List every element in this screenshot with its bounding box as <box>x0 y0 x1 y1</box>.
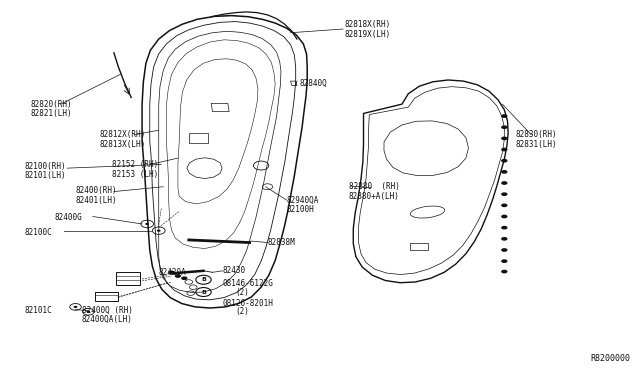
Text: 82101(LH): 82101(LH) <box>24 171 66 180</box>
Text: (2): (2) <box>236 288 250 296</box>
Circle shape <box>74 306 77 308</box>
Circle shape <box>501 226 508 230</box>
Text: 82100C: 82100C <box>24 228 52 237</box>
Text: 08146-6122G: 08146-6122G <box>223 279 273 288</box>
Circle shape <box>501 170 508 174</box>
Circle shape <box>501 159 508 163</box>
Circle shape <box>501 203 508 207</box>
Text: 82812X(RH): 82812X(RH) <box>99 130 145 139</box>
Text: 82400QA(LH): 82400QA(LH) <box>82 315 132 324</box>
Circle shape <box>501 181 508 185</box>
Circle shape <box>168 270 175 274</box>
Text: 82153 (LH): 82153 (LH) <box>112 170 158 179</box>
Text: B: B <box>201 289 206 295</box>
Circle shape <box>181 276 188 280</box>
Text: 82400(RH): 82400(RH) <box>76 186 117 195</box>
Circle shape <box>501 125 508 129</box>
Text: 82813X(LH): 82813X(LH) <box>99 140 145 149</box>
Circle shape <box>157 230 161 232</box>
Text: 82819X(LH): 82819X(LH) <box>344 30 390 39</box>
Circle shape <box>501 192 508 196</box>
Text: 82152 (RH): 82152 (RH) <box>112 160 158 169</box>
Text: 82820(RH): 82820(RH) <box>31 100 72 109</box>
Text: 82818X(RH): 82818X(RH) <box>344 20 390 29</box>
Circle shape <box>145 223 149 225</box>
Text: 82101C: 82101C <box>24 306 52 315</box>
Text: 82830(RH): 82830(RH) <box>515 130 557 139</box>
Circle shape <box>501 137 508 140</box>
Circle shape <box>175 274 181 278</box>
Text: 82100H: 82100H <box>287 205 314 214</box>
Text: 82400G: 82400G <box>54 213 82 222</box>
Circle shape <box>501 248 508 252</box>
Circle shape <box>501 215 508 218</box>
Text: 08126-8201H: 08126-8201H <box>223 299 273 308</box>
Circle shape <box>501 237 508 241</box>
Circle shape <box>501 259 508 263</box>
Text: 82880  (RH): 82880 (RH) <box>349 182 399 191</box>
Text: 82831(LH): 82831(LH) <box>515 140 557 149</box>
Text: (2): (2) <box>236 307 250 316</box>
Text: 82821(LH): 82821(LH) <box>31 109 72 118</box>
Text: 82100(RH): 82100(RH) <box>24 162 66 171</box>
Text: 82401(LH): 82401(LH) <box>76 196 117 205</box>
Text: 82880+A(LH): 82880+A(LH) <box>349 192 399 201</box>
Circle shape <box>501 270 508 273</box>
Text: 82940QA: 82940QA <box>287 196 319 205</box>
Text: B: B <box>201 277 206 282</box>
Text: R8200000: R8200000 <box>590 354 630 363</box>
Text: 82838M: 82838M <box>268 238 295 247</box>
Text: 82430: 82430 <box>223 266 246 275</box>
Circle shape <box>501 114 508 118</box>
Text: 82840Q: 82840Q <box>300 79 327 88</box>
Text: 82400Q (RH): 82400Q (RH) <box>82 306 132 315</box>
Circle shape <box>501 148 508 151</box>
Circle shape <box>86 311 90 313</box>
Text: 82420A: 82420A <box>159 268 186 277</box>
